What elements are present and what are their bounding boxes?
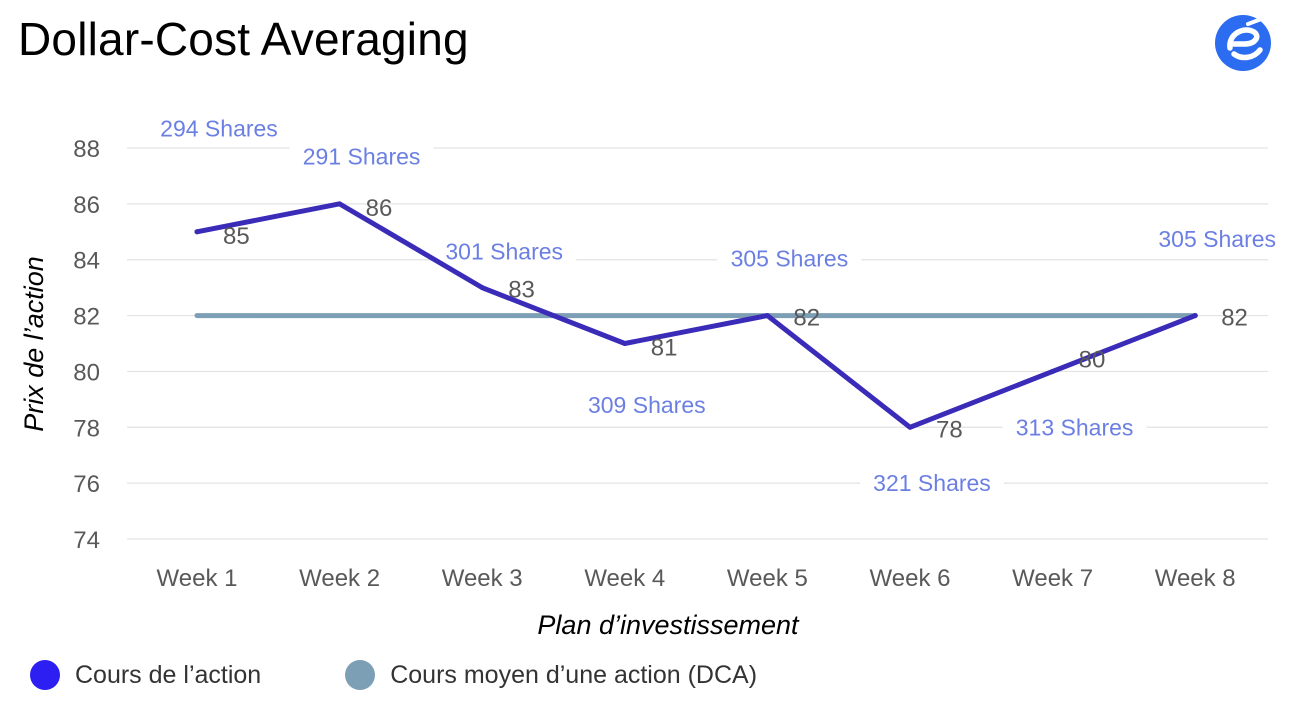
x-tick-label-5: Week 5 [727,565,808,592]
x-tick-label-4: Week 4 [584,565,665,592]
annotation-shares-4: 305 Shares [731,245,849,271]
annotation-shares-3: 309 Shares [588,392,706,418]
data-point-5 [764,313,770,319]
data-point-1 [194,229,200,235]
y-tick-label-84: 84 [73,248,100,275]
y-tick-label-82: 82 [73,304,100,331]
x-tick-label-7: Week 7 [1012,565,1093,592]
data-label-7: 80 [1079,346,1106,373]
legend-swatch-dca-average [345,660,376,690]
annotation-bg-5 [860,465,1004,502]
series-line-stock-price [194,201,1198,430]
data-label-6: 78 [936,416,963,443]
annotation-bg-0 [147,110,291,147]
x-tick-label-2: Week 2 [299,565,380,592]
data-point-2 [337,201,343,207]
legend-label-stock-price: Cours de l’action [75,660,262,689]
data-label-8: 82 [1221,305,1248,332]
y-axis-title: Prix de l’action [19,256,49,432]
annotation-shares-2: 301 Shares [445,238,563,264]
annotation-shares-0: 294 Shares [160,115,278,141]
y-tick-label-88: 88 [73,136,100,163]
page-title: Dollar-Cost Averaging [18,13,469,65]
legend-swatch-stock-price [30,660,60,690]
y-tick-label-78: 78 [73,415,100,442]
x-tick-label-1: Week 1 [157,565,238,592]
data-label-1: 85 [223,223,250,250]
data-point-8 [1192,313,1198,319]
data-point-6 [907,424,913,430]
x-tick-label-3: Week 3 [442,565,523,592]
chart-legend: Cours de l’action Cours moyen d’une acti… [30,660,841,690]
data-label-5: 82 [793,305,820,332]
data-point-4 [622,341,628,346]
data-label-4: 81 [651,335,678,362]
x-tick-label-8: Week 8 [1155,565,1236,592]
data-point-3 [479,285,485,291]
data-label-2: 86 [366,195,393,222]
annotation-bg-3 [574,386,719,423]
x-tick-label-6: Week 6 [870,565,951,592]
annotation-shares-1: 291 Shares [303,143,421,169]
y-tick-label-80: 80 [73,359,100,386]
data-label-3: 83 [508,277,535,304]
annotation-bg-7 [1145,220,1290,257]
legend-label-dca-average: Cours moyen d’une action (DCA) [390,660,758,689]
annotation-shares-6: 313 Shares [1016,414,1134,440]
y-tick-label-74: 74 [73,527,100,554]
legend-item-stock-price: Cours de l’action [30,660,261,690]
x-axis-title: Plan d’investissement [537,610,800,640]
annotation-bg-4 [717,240,862,277]
legend-item-dca-average: Cours moyen d’une action (DCA) [345,660,757,690]
data-point-7 [1050,368,1056,374]
y-tick-label-76: 76 [73,471,100,498]
annotation-bg-6 [1002,409,1147,446]
annotation-shares-5: 321 Shares [873,470,991,496]
annotation-shares-7: 305 Shares [1158,226,1276,252]
y-tick-label-86: 86 [73,192,100,219]
e-logo-icon [1215,15,1271,71]
annotation-bg-1 [289,138,434,175]
annotation-bg-2 [432,233,577,270]
